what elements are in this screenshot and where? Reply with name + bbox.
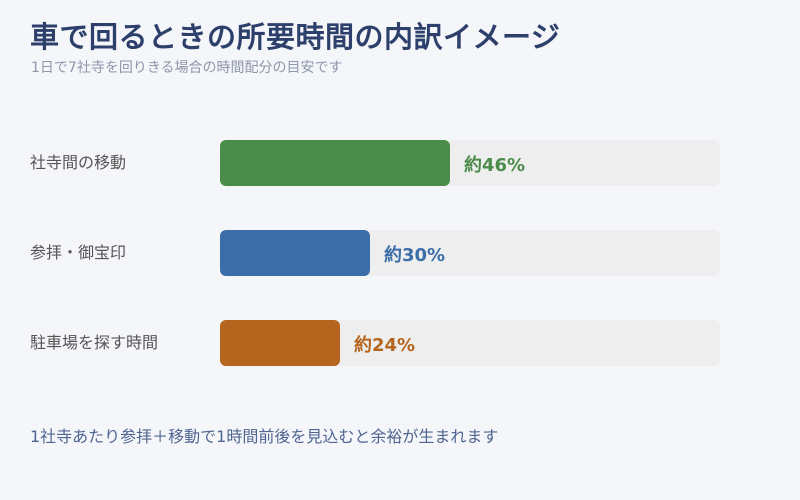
bar-row-travel: 社寺間の移動 約46% <box>0 140 800 186</box>
category-label: 駐車場を探す時間 <box>30 333 159 352</box>
value-label: 約46% <box>464 155 526 176</box>
category-label: 社寺間の移動 <box>30 153 127 172</box>
bar-track <box>220 230 720 276</box>
bar <box>220 320 340 366</box>
value-label: 約24% <box>354 335 416 356</box>
value-label: 約30% <box>384 245 446 266</box>
chart-title: 車で回るときの所要時間の内訳イメージ <box>30 20 561 54</box>
bar <box>220 140 450 186</box>
bar-row-worship: 参拝・御宝印 約30% <box>0 230 800 276</box>
bar-row-parking: 駐車場を探す時間 約24% <box>0 320 800 366</box>
bar-track <box>220 140 720 186</box>
bar <box>220 230 370 276</box>
chart-subtitle: 1日で7社寺を回りきる場合の時間配分の目安です <box>31 60 343 76</box>
footnote: 1社寺あたり参拝＋移動で1時間前後を見込むと余裕が生まれます <box>30 427 499 446</box>
bar-track <box>220 320 720 366</box>
category-label: 参拝・御宝印 <box>30 243 127 262</box>
